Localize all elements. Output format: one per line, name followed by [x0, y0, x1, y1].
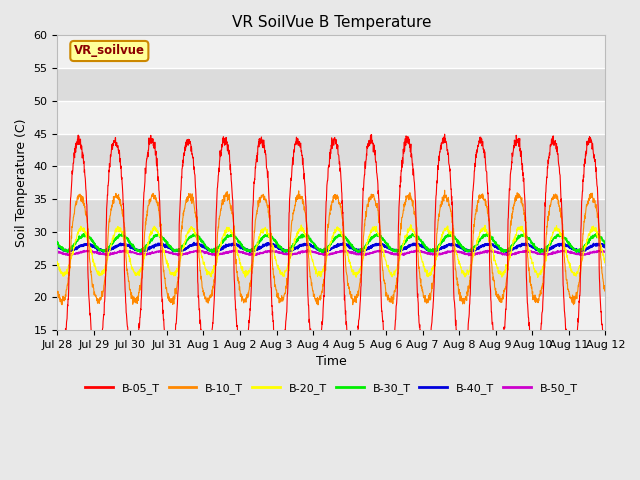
Bar — [58, 167, 605, 199]
Text: VR_soilvue: VR_soilvue — [74, 45, 145, 58]
Bar — [58, 101, 605, 133]
Title: VR SoilVue B Temperature: VR SoilVue B Temperature — [232, 15, 431, 30]
Bar — [58, 232, 605, 264]
Bar — [58, 199, 605, 232]
Bar — [58, 68, 605, 101]
Bar — [58, 298, 605, 330]
Bar — [58, 264, 605, 298]
Bar — [58, 36, 605, 68]
Y-axis label: Soil Temperature (C): Soil Temperature (C) — [15, 119, 28, 247]
Legend: B-05_T, B-10_T, B-20_T, B-30_T, B-40_T, B-50_T: B-05_T, B-10_T, B-20_T, B-30_T, B-40_T, … — [81, 379, 582, 398]
Bar — [58, 133, 605, 167]
X-axis label: Time: Time — [316, 355, 347, 369]
